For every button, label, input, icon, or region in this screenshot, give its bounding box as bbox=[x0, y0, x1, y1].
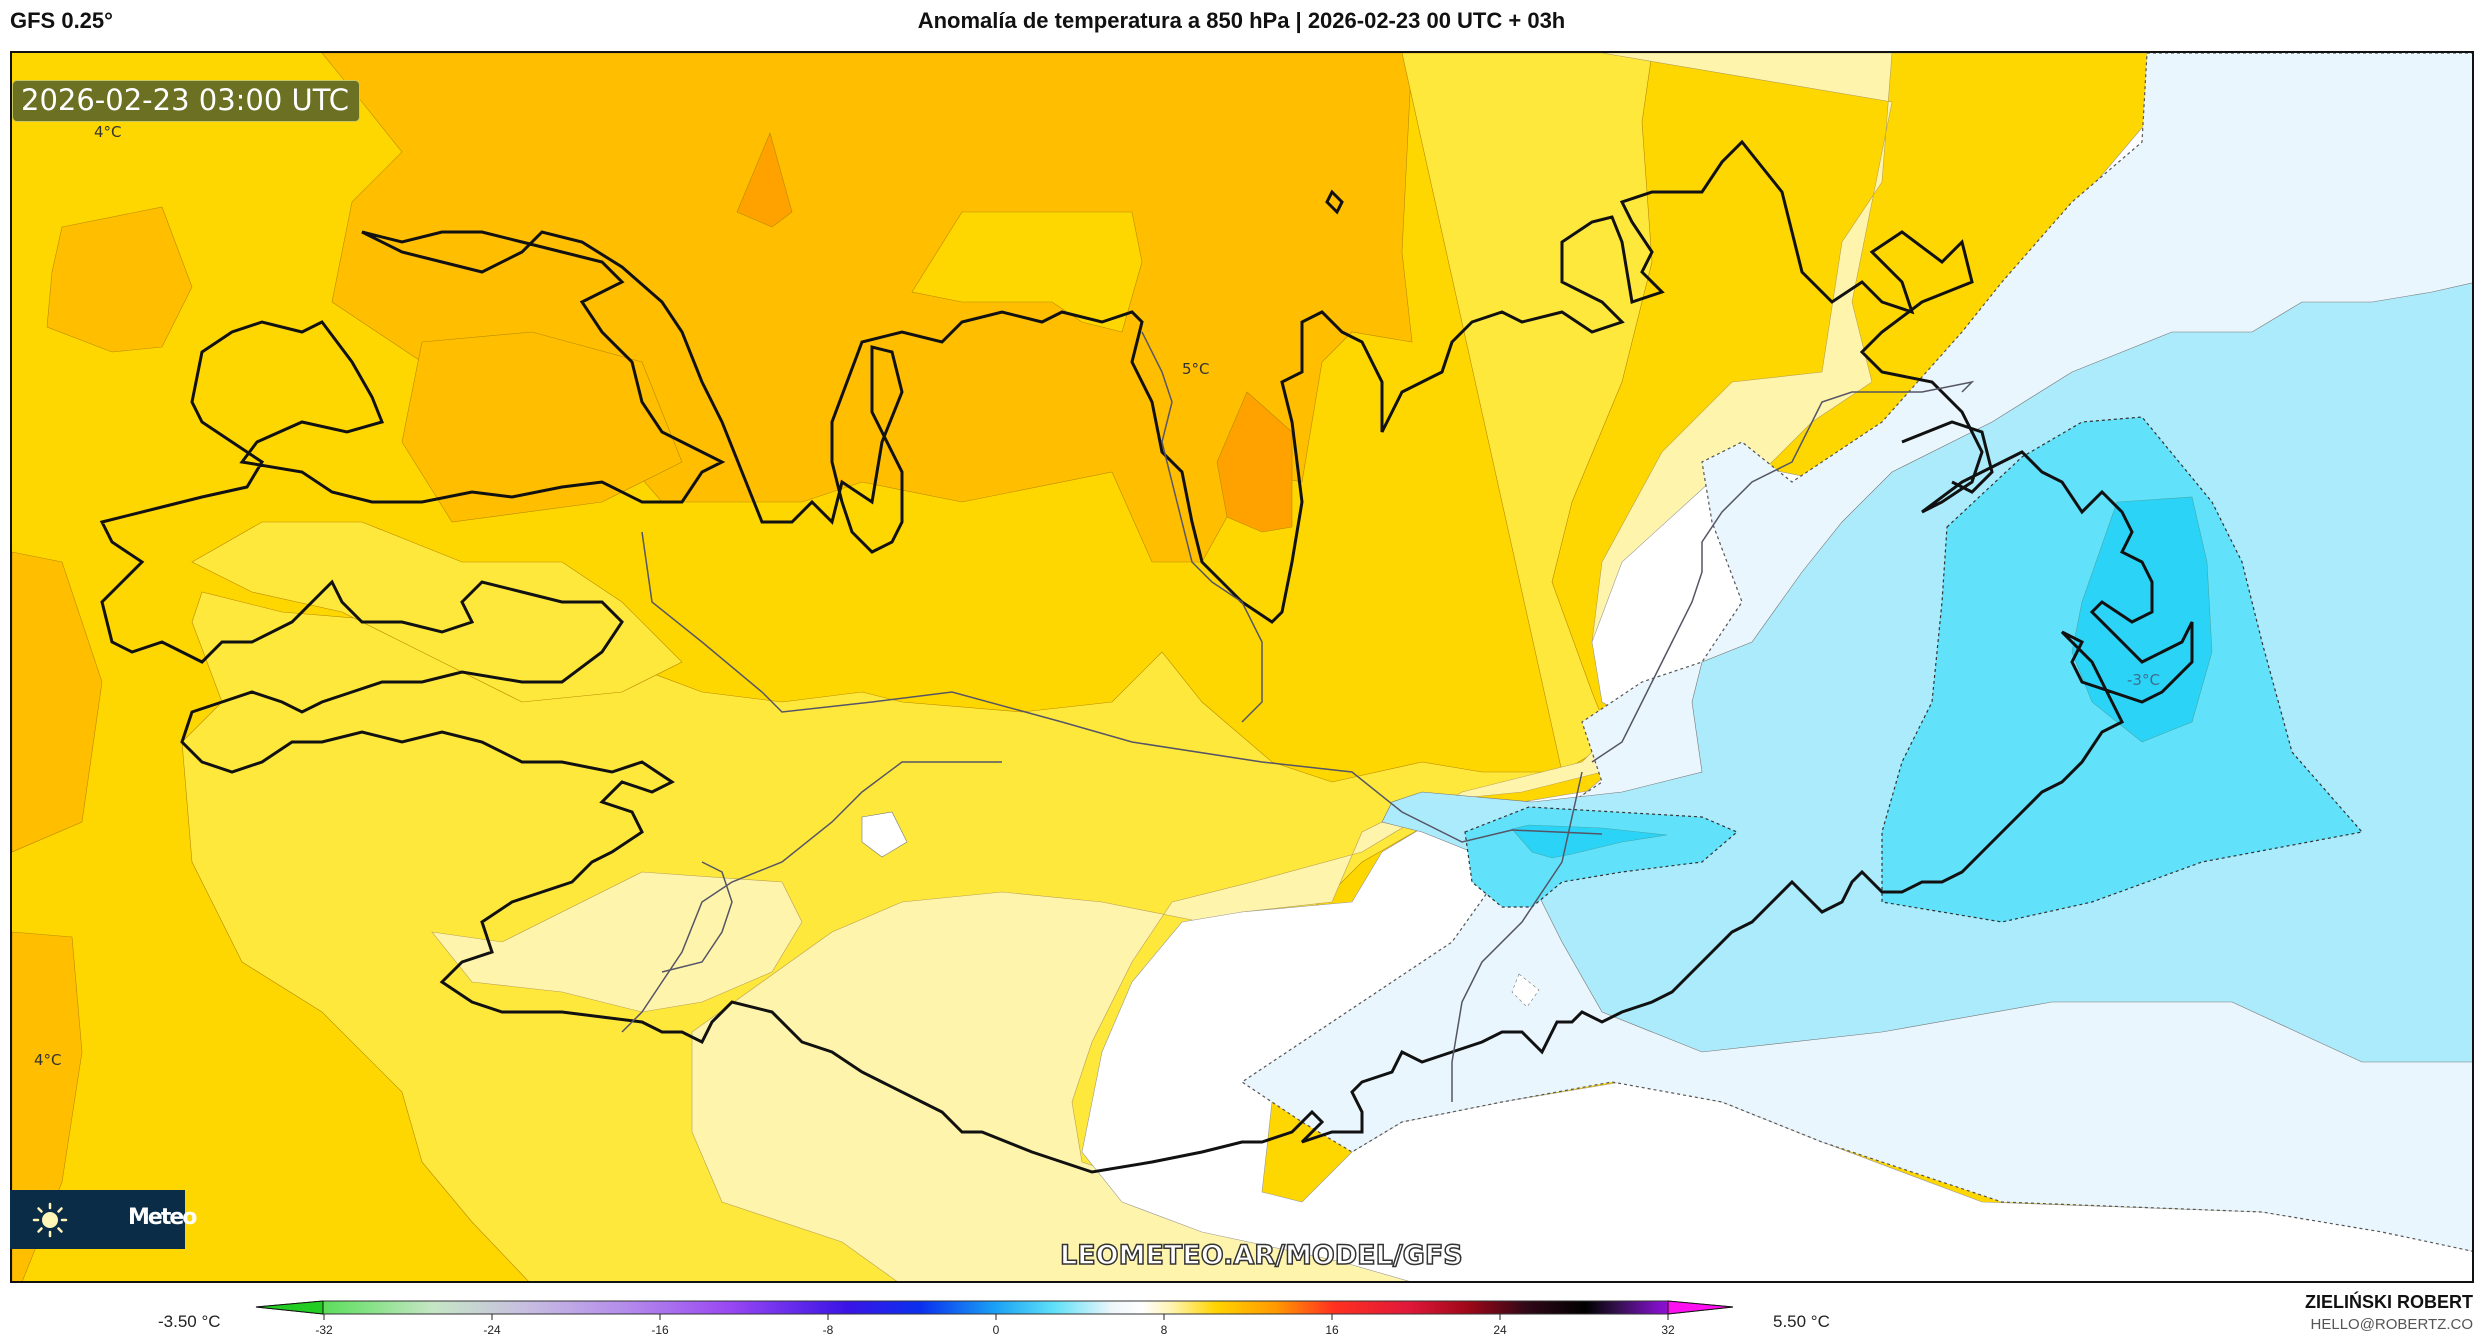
contour-label-4c-top: 4°C bbox=[94, 123, 122, 141]
chart-title: Anomalía de temperatura a 850 hPa | 2026… bbox=[917, 8, 1566, 33]
colorbar-tick: 24 bbox=[1493, 1323, 1507, 1337]
watermark-url: LEOMETEO.AR/MODEL/GFS bbox=[1059, 1239, 1463, 1272]
contour-label-4c-bottom: 4°C bbox=[34, 1051, 62, 1069]
map-area[interactable]: 4°C 5°C 4°C -3°C bbox=[10, 51, 2474, 1283]
colorbar-tick: -24 bbox=[483, 1323, 501, 1337]
colorbar-tick: -32 bbox=[315, 1323, 333, 1337]
sun-icon bbox=[32, 1202, 68, 1238]
colorbar-max-label: 5.50 °C bbox=[1773, 1312, 1830, 1331]
colorbar-tick: 0 bbox=[992, 1323, 1000, 1337]
colorbar-tick: -16 bbox=[651, 1323, 669, 1337]
model-label: GFS 0.25° bbox=[10, 8, 113, 33]
author-name: ZIELIŃSKI ROBERT bbox=[2304, 1292, 2473, 1312]
valid-time-badge: 2026-02-23 03:00 UTC bbox=[12, 80, 361, 122]
contour-label-minus3c: -3°C bbox=[2127, 671, 2160, 689]
colorbar-tick: 16 bbox=[1325, 1323, 1339, 1337]
contour-label-5c: 5°C bbox=[1182, 360, 1210, 378]
colorbar bbox=[255, 1300, 1734, 1320]
colorbar-tick: 32 bbox=[1661, 1323, 1675, 1337]
leometeo-logo[interactable]: Meteo bbox=[10, 1190, 197, 1249]
temperature-anomaly-map: 4°C 5°C 4°C -3°C bbox=[12, 53, 2472, 1281]
colorbar-tick: 8 bbox=[1160, 1323, 1168, 1337]
colorbar-min-label: -3.50 °C bbox=[158, 1312, 221, 1331]
colorbar-tick: -8 bbox=[822, 1323, 834, 1337]
logo-text: Meteo bbox=[128, 1205, 197, 1230]
author-email[interactable]: HELLO@ROBERTZ.CO bbox=[2310, 1316, 2473, 1333]
